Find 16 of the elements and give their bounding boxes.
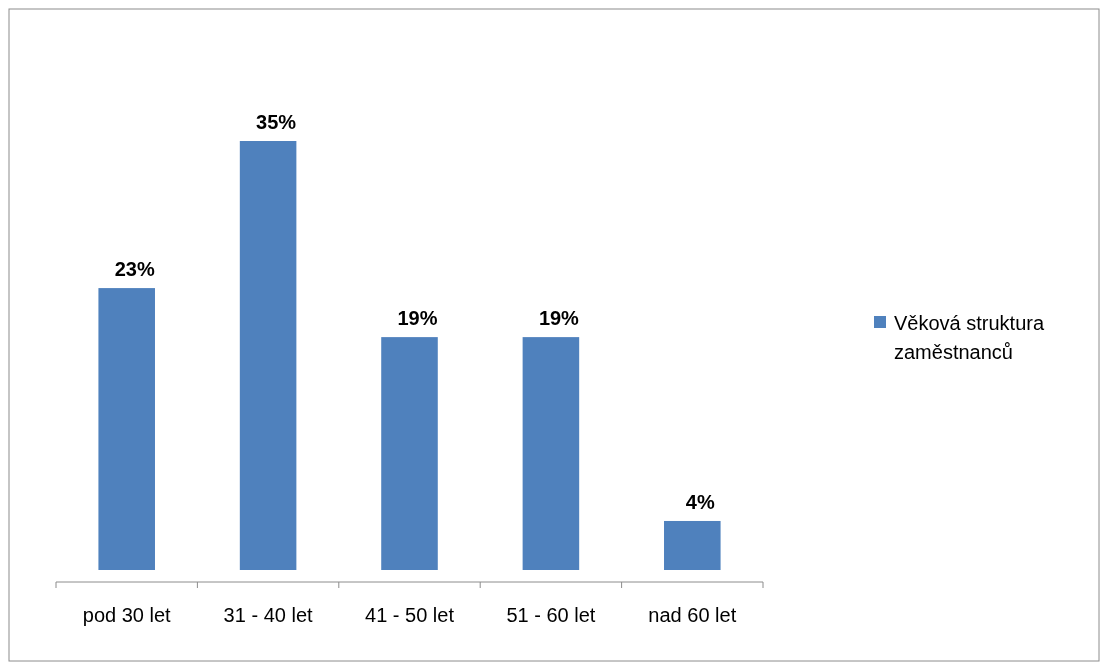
bar: [381, 337, 438, 570]
data-label: 35%: [256, 111, 297, 133]
data-label: 4%: [685, 490, 715, 513]
data-label: 23%: [114, 258, 155, 281]
x-tick-label: pod 30 let: [82, 604, 172, 626]
data-label: 19%: [538, 307, 580, 330]
bar: [239, 141, 297, 570]
x-tick-label: 41 - 50 let: [365, 604, 455, 626]
bar: [664, 520, 721, 570]
bar: [98, 288, 155, 570]
data-label: 19%: [397, 307, 438, 330]
legend-label: Věková struktura zaměstnanců: [894, 312, 1045, 363]
x-tick-label: 31 - 40 let: [223, 604, 314, 626]
bar: [522, 337, 580, 570]
x-tick-label: 51 - 60 let: [506, 604, 596, 626]
x-tick-label: nad 60 let: [648, 604, 737, 626]
